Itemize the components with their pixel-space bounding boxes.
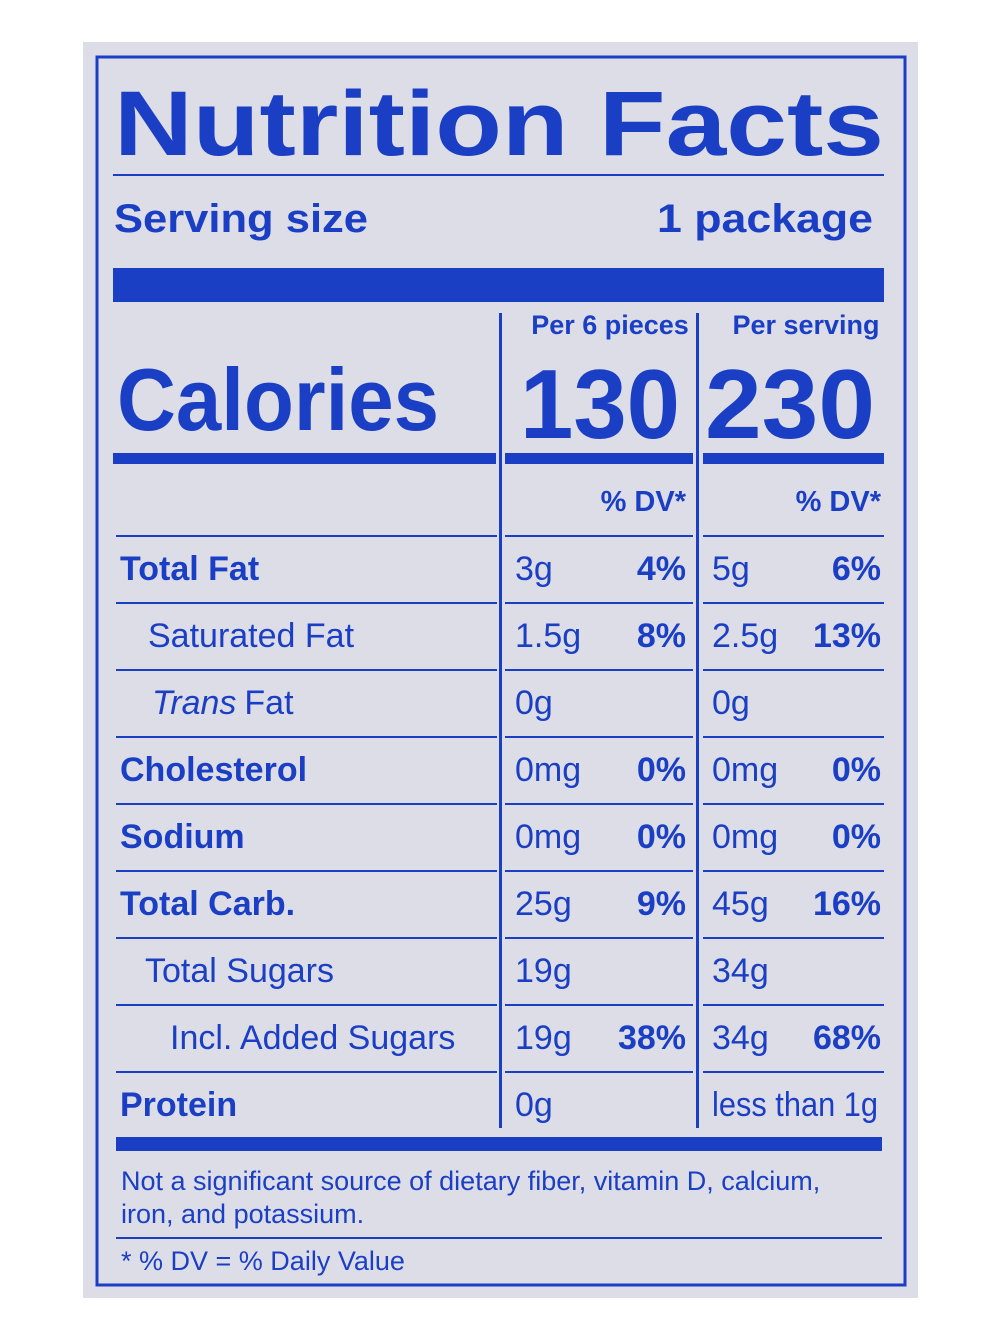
- row-rule: [116, 602, 497, 604]
- footnote-line: iron, and potassium.: [121, 1199, 364, 1229]
- footnote-line: Not a significant source of dietary fibe…: [121, 1166, 820, 1196]
- calories-rule: [113, 453, 496, 464]
- amount: less than 1g: [712, 1086, 878, 1124]
- serving-size-label: Serving size: [114, 197, 368, 241]
- column-heading: Per serving: [732, 310, 879, 340]
- nutrient-label: Protein: [120, 1086, 237, 1124]
- amount: 0mg: [712, 818, 778, 856]
- column-divider: [696, 313, 699, 1128]
- nutrient-label: Total Fat: [120, 550, 259, 588]
- row-rule: [116, 1071, 497, 1073]
- nutrient-label: Total Carb.: [120, 885, 295, 923]
- row-rule: [505, 602, 693, 604]
- calories-rule: [703, 453, 884, 464]
- amount: 34g: [712, 952, 769, 990]
- row-rule: [505, 535, 693, 537]
- row-rule: [505, 937, 693, 939]
- amount: 0g: [515, 684, 553, 722]
- nutrient-label: Incl. Added Sugars: [170, 1019, 455, 1057]
- column-heading: Per 6 pieces: [531, 310, 689, 340]
- row-rule: [505, 1071, 693, 1073]
- row-rule: [703, 870, 884, 872]
- thin-rule: [113, 174, 884, 176]
- thin-rule: [116, 1237, 882, 1239]
- amount: 19g: [515, 1019, 572, 1057]
- row-rule: [703, 803, 884, 805]
- row-rule: [703, 602, 884, 604]
- amount: 34g: [712, 1019, 769, 1057]
- nutrient-label: Total Sugars: [145, 952, 334, 990]
- row-rule: [505, 669, 693, 671]
- row-rule: [116, 669, 497, 671]
- amount: 25g: [515, 885, 572, 923]
- amount: 1.5g: [515, 617, 581, 655]
- nutrient-label: Saturated Fat: [148, 617, 355, 655]
- row-rule: [505, 870, 693, 872]
- label-border: [95, 55, 907, 1287]
- daily-value: 4%: [637, 550, 686, 588]
- thick-bar: [116, 1137, 882, 1151]
- row-rule: [703, 937, 884, 939]
- daily-value: 0%: [832, 751, 881, 789]
- amount: 0g: [515, 1086, 553, 1124]
- serving-size: 1 package: [657, 197, 873, 241]
- daily-value: 68%: [813, 1019, 881, 1057]
- daily-value: 9%: [637, 885, 686, 923]
- row-rule: [116, 803, 497, 805]
- amount: 0g: [712, 684, 750, 722]
- row-rule: [703, 669, 884, 671]
- daily-value: 0%: [637, 818, 686, 856]
- daily-value: 8%: [637, 617, 686, 655]
- amount: 19g: [515, 952, 572, 990]
- amount: 2.5g: [712, 617, 778, 655]
- row-rule: [116, 736, 497, 738]
- row-rule: [703, 1004, 884, 1006]
- dv-heading: % DV*: [601, 486, 687, 518]
- row-rule: [116, 870, 497, 872]
- calories-value: 130: [520, 349, 680, 459]
- amount: 0mg: [515, 818, 581, 856]
- dv-note: * % DV = % Daily Value: [121, 1246, 405, 1276]
- nutrient-label: Cholesterol: [120, 751, 307, 789]
- daily-value: 0%: [637, 751, 686, 789]
- nutrient-label: Trans Fat: [152, 684, 294, 722]
- row-rule: [116, 1004, 497, 1006]
- row-rule: [116, 937, 497, 939]
- row-rule: [703, 535, 884, 537]
- row-rule: [116, 535, 497, 537]
- nutrient-label-italic: Trans: [152, 684, 236, 722]
- row-rule: [703, 736, 884, 738]
- nutrient-label: Sodium: [120, 818, 245, 856]
- amount: 5g: [712, 550, 750, 588]
- calories-label: Calories: [117, 350, 439, 449]
- daily-value: 6%: [832, 550, 881, 588]
- daily-value: 38%: [618, 1019, 686, 1057]
- amount: 45g: [712, 885, 769, 923]
- nutrient-label-text: Fat: [244, 684, 294, 722]
- daily-value: 16%: [813, 885, 881, 923]
- amount: 0mg: [515, 751, 581, 789]
- amount: 3g: [515, 550, 553, 588]
- row-rule: [505, 803, 693, 805]
- row-rule: [505, 736, 693, 738]
- column-divider: [499, 313, 502, 1128]
- row-rule: [703, 1071, 884, 1073]
- calories-rule: [505, 453, 693, 464]
- thick-bar: [113, 268, 884, 302]
- amount: 0mg: [712, 751, 778, 789]
- row-rule: [505, 1004, 693, 1006]
- calories-value: 230: [705, 349, 875, 459]
- dv-heading: % DV*: [796, 486, 882, 518]
- title: Nutrition Facts: [114, 73, 884, 175]
- daily-value: 0%: [832, 818, 881, 856]
- daily-value: 13%: [813, 617, 881, 655]
